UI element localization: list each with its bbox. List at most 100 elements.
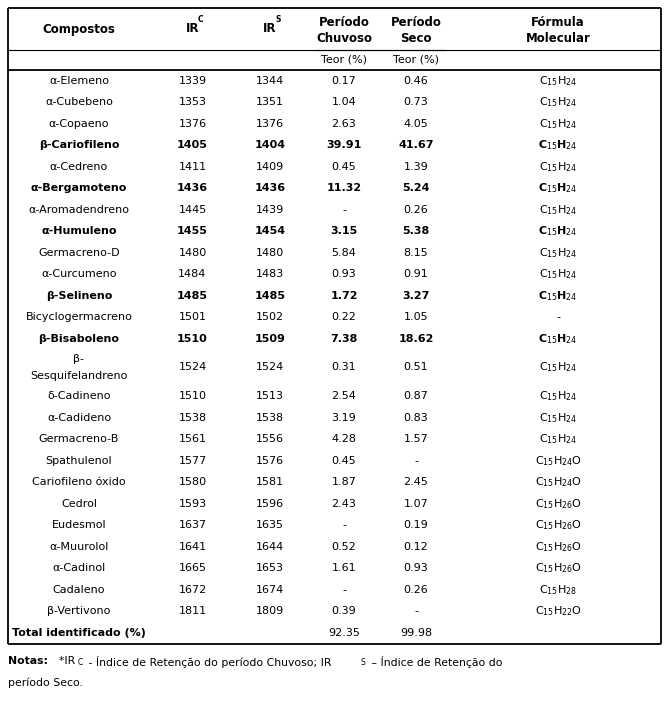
Text: 1351: 1351 [256,97,284,107]
Text: - Índice de Retenção do período Chuvoso; IR: - Índice de Retenção do período Chuvoso;… [85,656,332,668]
Text: 0.91: 0.91 [403,269,428,280]
Text: 1405: 1405 [177,140,208,150]
Text: 2.43: 2.43 [332,499,357,509]
Text: 1581: 1581 [256,477,284,487]
Text: α-Elemeno: α-Elemeno [49,76,109,86]
Text: 0.93: 0.93 [332,269,357,280]
Text: – Índice de Retenção do: – Índice de Retenção do [368,656,502,668]
Text: 1593: 1593 [179,499,207,509]
Text: 0.51: 0.51 [403,362,428,372]
Text: Bicyclogermacreno: Bicyclogermacreno [25,312,132,322]
Text: C$_{15}$H$_{24}$: C$_{15}$H$_{24}$ [539,246,577,260]
Text: 1480: 1480 [179,248,207,258]
Text: C: C [197,15,203,23]
Text: 0.87: 0.87 [403,391,428,401]
Text: 5.84: 5.84 [332,248,357,258]
Text: Período: Período [318,15,369,28]
Text: Período: Período [391,15,442,28]
Text: 1404: 1404 [254,140,286,150]
Text: Sesquifelandreno: Sesquifelandreno [30,371,128,381]
Text: 1.87: 1.87 [332,477,357,487]
Text: 0.31: 0.31 [332,362,357,372]
Text: 11.32: 11.32 [326,183,361,193]
Text: C: C [78,658,83,667]
Text: 1811: 1811 [179,606,207,616]
Text: C$_{15}$H$_{22}$O: C$_{15}$H$_{22}$O [535,604,581,618]
Text: 1674: 1674 [256,584,284,595]
Text: 1409: 1409 [256,162,284,172]
Text: 1.04: 1.04 [332,97,357,107]
Text: C$_{15}$H$_{26}$O: C$_{15}$H$_{26}$O [535,561,581,575]
Text: C$_{15}$H$_{24}$: C$_{15}$H$_{24}$ [539,224,578,238]
Text: 1524: 1524 [256,362,284,372]
Text: 1.72: 1.72 [330,290,358,301]
Text: 5.24: 5.24 [402,183,429,193]
Text: 1596: 1596 [256,499,284,509]
Text: 92.35: 92.35 [328,628,360,638]
Text: Cadaleno: Cadaleno [53,584,105,595]
Text: δ-Cadineno: δ-Cadineno [47,391,111,401]
Text: 0.45: 0.45 [332,456,357,466]
Text: S: S [361,658,366,667]
Text: C$_{15}$H$_{28}$: C$_{15}$H$_{28}$ [539,583,577,597]
Text: 7.38: 7.38 [330,334,358,343]
Text: C$_{15}$H$_{24}$: C$_{15}$H$_{24}$ [539,289,578,303]
Text: 1635: 1635 [256,521,284,530]
Text: Chuvoso: Chuvoso [316,31,372,44]
Text: C$_{15}$H$_{26}$O: C$_{15}$H$_{26}$O [535,518,581,532]
Text: 4.28: 4.28 [332,434,357,444]
Text: 1436: 1436 [177,183,208,193]
Text: 1653: 1653 [256,563,284,574]
Text: 1480: 1480 [256,248,284,258]
Text: 1436: 1436 [254,183,286,193]
Text: 1510: 1510 [179,391,207,401]
Text: 1339: 1339 [179,76,207,86]
Text: C$_{15}$H$_{24}$: C$_{15}$H$_{24}$ [539,182,578,195]
Text: C$_{15}$H$_{24}$: C$_{15}$H$_{24}$ [539,139,578,152]
Text: 1344: 1344 [256,76,284,86]
Text: 1454: 1454 [254,227,286,236]
Text: 1644: 1644 [256,542,284,552]
Text: C$_{15}$H$_{24}$O: C$_{15}$H$_{24}$O [535,476,581,489]
Text: 1376: 1376 [256,119,284,129]
Text: α-Aromadendreno: α-Aromadendreno [29,205,130,215]
Text: S: S [276,15,281,23]
Text: -: - [414,456,418,466]
Text: β-Cariofileno: β-Cariofileno [39,140,119,150]
Text: 3.19: 3.19 [332,413,357,423]
Text: 1513: 1513 [256,391,284,401]
Text: α-Muurolol: α-Muurolol [50,542,108,552]
Text: α-Cadideno: α-Cadideno [47,413,111,423]
Text: Germacreno-D: Germacreno-D [38,248,120,258]
Text: 1580: 1580 [179,477,207,487]
Text: C$_{15}$H$_{26}$O: C$_{15}$H$_{26}$O [535,540,581,554]
Text: C$_{15}$H$_{24}$: C$_{15}$H$_{24}$ [539,117,577,131]
Text: 0.26: 0.26 [403,205,428,215]
Text: 0.52: 0.52 [332,542,357,552]
Text: 1411: 1411 [179,162,207,172]
Text: -: - [342,205,346,215]
Text: *IR: *IR [52,656,75,666]
Text: α-Cubebeno: α-Cubebeno [45,97,113,107]
Text: 1641: 1641 [179,542,207,552]
Text: α-Cedreno: α-Cedreno [50,162,108,172]
Text: C$_{15}$H$_{24}$: C$_{15}$H$_{24}$ [539,389,577,403]
Text: 0.19: 0.19 [403,521,428,530]
Text: Notas:: Notas: [8,656,48,666]
Text: 1501: 1501 [179,312,207,322]
Text: 5.38: 5.38 [402,227,429,236]
Text: C$_{15}$H$_{24}$: C$_{15}$H$_{24}$ [539,361,577,375]
Text: 0.39: 0.39 [332,606,357,616]
Text: 1445: 1445 [179,205,207,215]
Text: 2.63: 2.63 [332,119,357,129]
Text: 2.45: 2.45 [403,477,428,487]
Text: C$_{15}$H$_{24}$: C$_{15}$H$_{24}$ [539,411,577,425]
Text: 1439: 1439 [256,205,284,215]
Text: 1637: 1637 [179,521,207,530]
Text: -: - [414,606,418,616]
Text: 1556: 1556 [256,434,284,444]
Text: α-Humuleno: α-Humuleno [41,227,117,236]
Text: 1576: 1576 [256,456,284,466]
Text: 0.22: 0.22 [332,312,357,322]
Text: período Seco.: período Seco. [8,678,83,688]
